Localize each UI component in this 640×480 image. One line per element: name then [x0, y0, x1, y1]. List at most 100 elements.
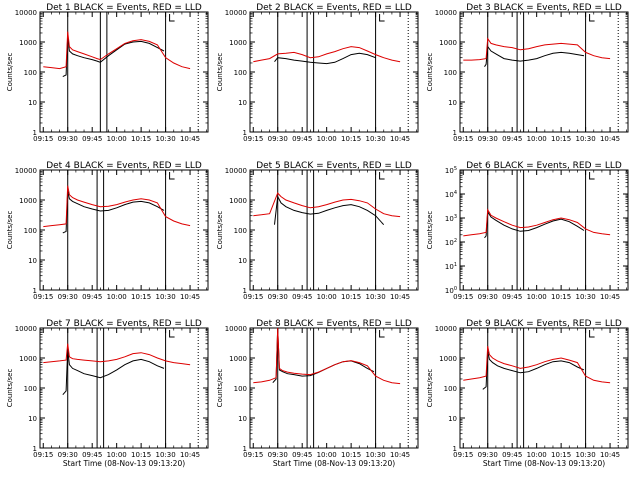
y-tick-label: 100 — [445, 286, 457, 295]
plot-frame — [459, 169, 629, 291]
x-tick-label: 09:30 — [268, 293, 288, 301]
y-tick-label: 10 — [238, 257, 247, 265]
y-axis-label: Counts/sec — [6, 211, 14, 250]
x-tick-label: 10:30 — [575, 451, 595, 459]
y-tick-label: 1000 — [19, 197, 37, 205]
y-tick-label: 10000 — [435, 325, 457, 333]
y-tick-label: 1 — [243, 129, 247, 137]
x-tick-label: 10:45 — [600, 135, 620, 143]
y-tick-label: 1000 — [439, 39, 457, 47]
x-tick-label: 10:15 — [131, 451, 151, 459]
panel-title: Det 8 BLACK = Events, RED = LLD — [256, 319, 412, 329]
x-tick-label: 10:30 — [155, 293, 175, 301]
panel-title: Det 4 BLACK = Events, RED = LLD — [46, 161, 202, 171]
y-tick-label: 10000 — [225, 9, 247, 17]
lld-series-line — [253, 46, 401, 63]
x-tick-label: 10:15 — [341, 293, 361, 301]
y-tick-label: 10000 — [15, 9, 37, 17]
x-tick-label: 09:15 — [33, 293, 53, 301]
y-axis-label: Counts/sec — [6, 53, 14, 92]
x-tick-label: 10:45 — [600, 451, 620, 459]
x-tick-label: 09:45 — [292, 451, 312, 459]
x-tick-label: 10:00 — [527, 293, 547, 301]
y-tick-label: 1 — [33, 129, 37, 137]
x-axis-label: Start Time (08-Nov-13 09:13:20) — [273, 459, 395, 468]
y-tick-label: 1 — [33, 445, 37, 453]
y-tick-label: 1 — [453, 129, 457, 137]
y-tick-label: 100 — [444, 69, 457, 77]
x-tick-label: 09:15 — [453, 135, 473, 143]
y-tick-label: 102 — [445, 238, 457, 247]
lld-series-line — [43, 185, 191, 228]
y-tick-label: 1000 — [439, 355, 457, 363]
y-axis-label: Counts/sec — [426, 53, 434, 92]
y-tick-label: 1000 — [19, 39, 37, 47]
x-tick-label: 09:30 — [268, 135, 288, 143]
x-tick-label: 10:30 — [155, 135, 175, 143]
lld-series-line — [463, 37, 611, 61]
y-tick-label: 100 — [234, 227, 247, 235]
y-tick-label: 10 — [28, 415, 37, 423]
x-tick-label: 10:30 — [575, 293, 595, 301]
x-tick-label: 09:30 — [478, 293, 498, 301]
x-tick-label: 10:15 — [551, 451, 571, 459]
y-tick-label: 100 — [24, 227, 37, 235]
events-series-line — [274, 194, 385, 226]
bracket-marker — [589, 172, 595, 180]
x-tick-label: 09:15 — [243, 135, 263, 143]
y-tick-label: 10000 — [435, 9, 457, 17]
y-axis-label: Counts/sec — [216, 211, 224, 250]
x-tick-label: 09:15 — [33, 451, 53, 459]
x-tick-label: 10:00 — [107, 135, 127, 143]
lld-series-line — [463, 208, 611, 237]
detector-panel-5: Det 5 BLACK = Events, RED = LLD Counts/se… — [216, 161, 419, 301]
y-tick-label: 100 — [234, 385, 247, 393]
y-tick-label: 100 — [444, 385, 457, 393]
plot-frame — [39, 327, 209, 449]
x-tick-label: 09:45 — [82, 293, 102, 301]
bracket-marker — [169, 172, 175, 180]
events-series-line — [62, 190, 165, 234]
bracket-marker — [169, 330, 175, 338]
lld-series-line — [253, 327, 401, 385]
y-tick-label: 105 — [445, 166, 457, 175]
x-tick-label: 10:30 — [365, 135, 385, 143]
y-tick-label: 10 — [448, 99, 457, 107]
y-axis-label: Counts/sec — [216, 53, 224, 92]
x-tick-label: 10:45 — [390, 135, 410, 143]
x-tick-label: 10:15 — [341, 135, 361, 143]
x-tick-label: 09:15 — [243, 451, 263, 459]
y-tick-label: 10000 — [15, 325, 37, 333]
events-series-line — [62, 349, 165, 396]
panel-title: Det 6 BLACK = Events, RED = LLD — [466, 161, 622, 171]
x-tick-label: 10:30 — [155, 451, 175, 459]
bracket-marker — [589, 330, 595, 338]
x-tick-label: 10:30 — [365, 293, 385, 301]
panel-title: Det 5 BLACK = Events, RED = LLD — [256, 161, 412, 171]
bracket-marker — [379, 172, 385, 180]
y-tick-label: 103 — [445, 214, 457, 223]
x-tick-label: 09:15 — [453, 293, 473, 301]
y-tick-label: 10 — [238, 99, 247, 107]
x-tick-label: 09:30 — [268, 451, 288, 459]
y-axis-label: Counts/sec — [6, 369, 14, 408]
detector-panel-4: Det 4 BLACK = Events, RED = LLD Counts/se… — [6, 161, 209, 301]
y-tick-label: 1000 — [19, 355, 37, 363]
lld-series-line — [43, 31, 191, 70]
x-tick-label: 10:15 — [551, 135, 571, 143]
panel-title: Det 7 BLACK = Events, RED = LLD — [46, 319, 202, 329]
x-tick-label: 10:15 — [131, 293, 151, 301]
x-axis-label: Start Time (08-Nov-13 09:13:20) — [63, 459, 185, 468]
x-tick-label: 09:30 — [58, 451, 78, 459]
panel-title: Det 1 BLACK = Events, RED = LLD — [46, 3, 202, 13]
x-tick-label: 10:00 — [527, 451, 547, 459]
plot-frame — [249, 11, 419, 133]
y-tick-label: 1 — [453, 445, 457, 453]
detector-panel-6: Det 6 BLACK = Events, RED = LLD Counts/se… — [426, 161, 629, 301]
x-tick-label: 09:45 — [502, 293, 522, 301]
detector-panel-2: Det 2 BLACK = Events, RED = LLD Counts/se… — [216, 3, 419, 143]
x-tick-label: 10:45 — [180, 451, 200, 459]
x-tick-label: 09:30 — [478, 451, 498, 459]
x-tick-label: 09:15 — [243, 293, 263, 301]
